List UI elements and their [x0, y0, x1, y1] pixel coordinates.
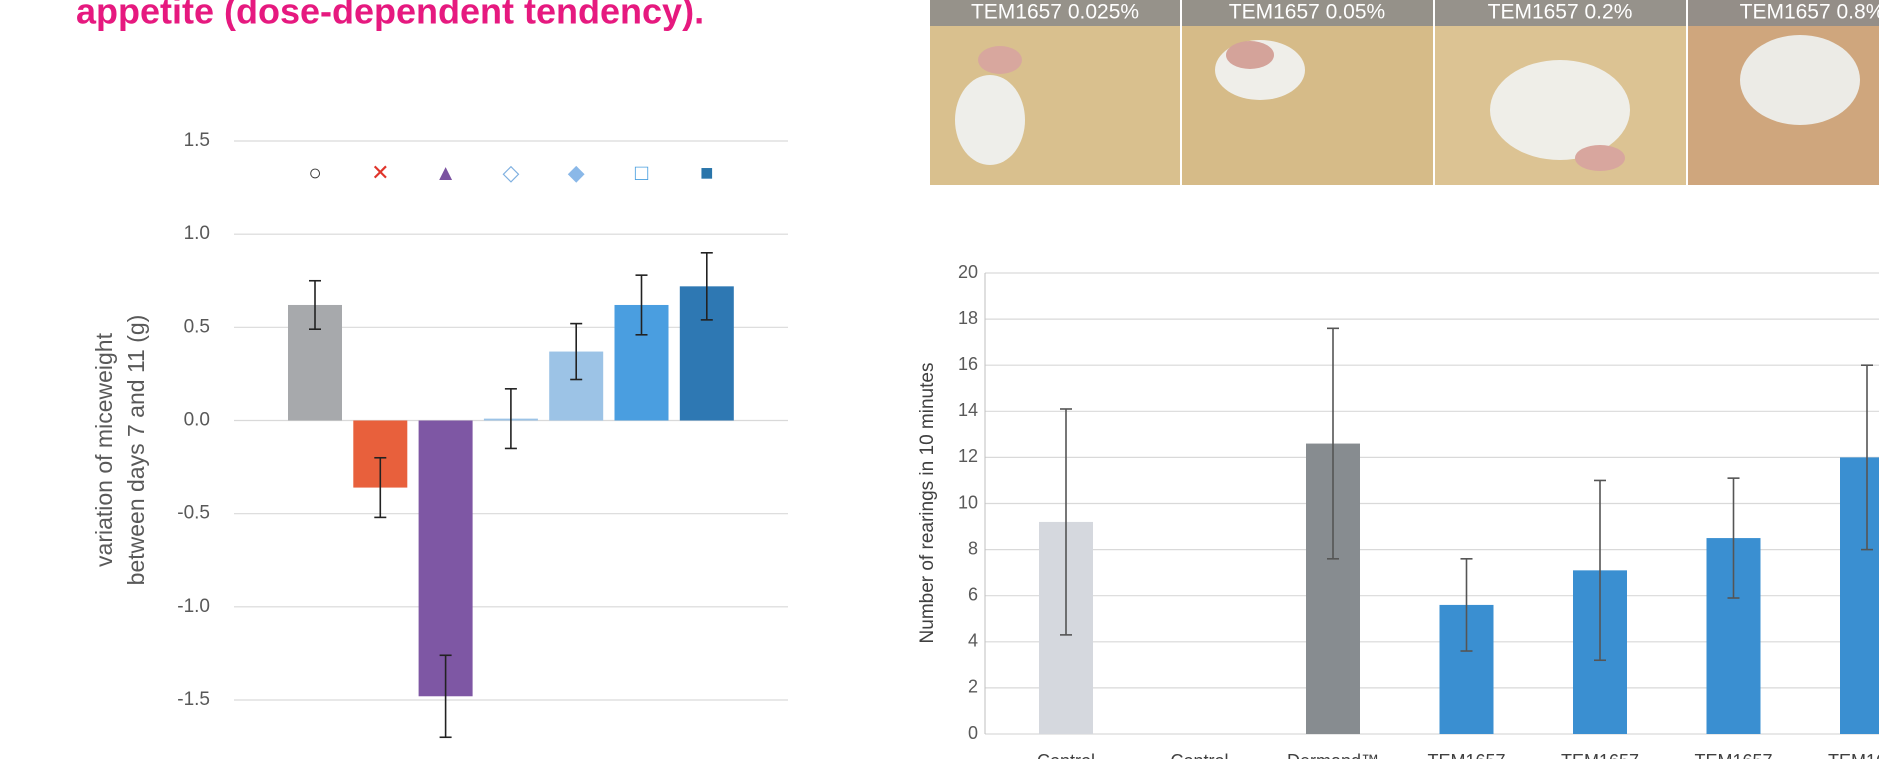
x-tick-label: TEM1657 — [1427, 751, 1505, 759]
x-tick-label: Control — [1037, 751, 1095, 759]
y-tick-label: 4 — [968, 631, 978, 651]
category-marker: ◇ — [502, 160, 519, 185]
y-tick-label: 20 — [958, 262, 978, 282]
bar — [418, 420, 473, 697]
y-tick-label: 6 — [968, 584, 978, 604]
photo-strip: TEM1657 0.025% TEM1657 0.05% TEM1657 0.2… — [930, 0, 1879, 185]
x-tick-label: Dermand™ — [1287, 751, 1379, 759]
y-axis-label: Number of rearings in 10 minutes — [917, 363, 938, 644]
photo-label: TEM1657 0.05% — [1229, 1, 1385, 24]
mouse — [1575, 145, 1625, 171]
mouse — [1226, 41, 1274, 69]
x-tick-label: Control — [1170, 751, 1228, 759]
y-tick-label: -1.5 — [177, 689, 210, 710]
y-tick-label: 14 — [958, 400, 978, 420]
photo — [1182, 0, 1433, 185]
y-axis-label: between days 7 and 11 (g) — [123, 315, 149, 586]
category-marker: ○ — [308, 160, 321, 185]
y-axis-label: variation of miceweight — [91, 332, 117, 567]
category-marker: ■ — [700, 160, 713, 185]
category-marker: ✕ — [371, 160, 389, 185]
x-tick-label: TEM1657 — [1561, 751, 1639, 759]
y-tick-label: 0 — [968, 723, 978, 743]
y-tick-label: 12 — [958, 446, 978, 466]
photo-label-bg — [930, 0, 1180, 26]
category-marker: ▲ — [435, 160, 457, 185]
heading: appetite (dose-dependent tendency). — [76, 0, 704, 32]
photo-label-bg — [1435, 0, 1686, 26]
photo-label: TEM1657 0.025% — [971, 1, 1139, 24]
y-tick-label: 0.5 — [184, 316, 210, 337]
y-tick-label: -0.5 — [177, 503, 210, 524]
x-tick-label: TEM1657 — [1694, 751, 1772, 759]
y-tick-label: 8 — [968, 538, 978, 558]
category-marker: ◆ — [568, 160, 585, 185]
x-tick-label: TEM1657 — [1828, 751, 1879, 759]
bar — [1840, 457, 1879, 734]
photo-label: TEM1657 0.2% — [1488, 1, 1633, 24]
y-tick-label: 16 — [958, 354, 978, 374]
y-tick-label: 2 — [968, 677, 978, 697]
y-tick-label: 10 — [958, 492, 978, 512]
y-tick-label: 1.5 — [184, 130, 210, 151]
nest — [1490, 60, 1630, 160]
mouse — [978, 46, 1022, 74]
nest — [955, 75, 1025, 165]
photo-label-bg — [1182, 0, 1433, 26]
y-tick-label: -1.0 — [177, 596, 210, 617]
y-tick-label: 1.0 — [184, 223, 210, 244]
photo-label: TEM1657 0.8% — [1740, 1, 1879, 24]
y-tick-label: 0.0 — [184, 410, 210, 431]
photo-label-bg — [1688, 0, 1879, 26]
nest — [1740, 35, 1860, 125]
category-marker: □ — [635, 160, 648, 185]
y-tick-label: 18 — [958, 308, 978, 328]
